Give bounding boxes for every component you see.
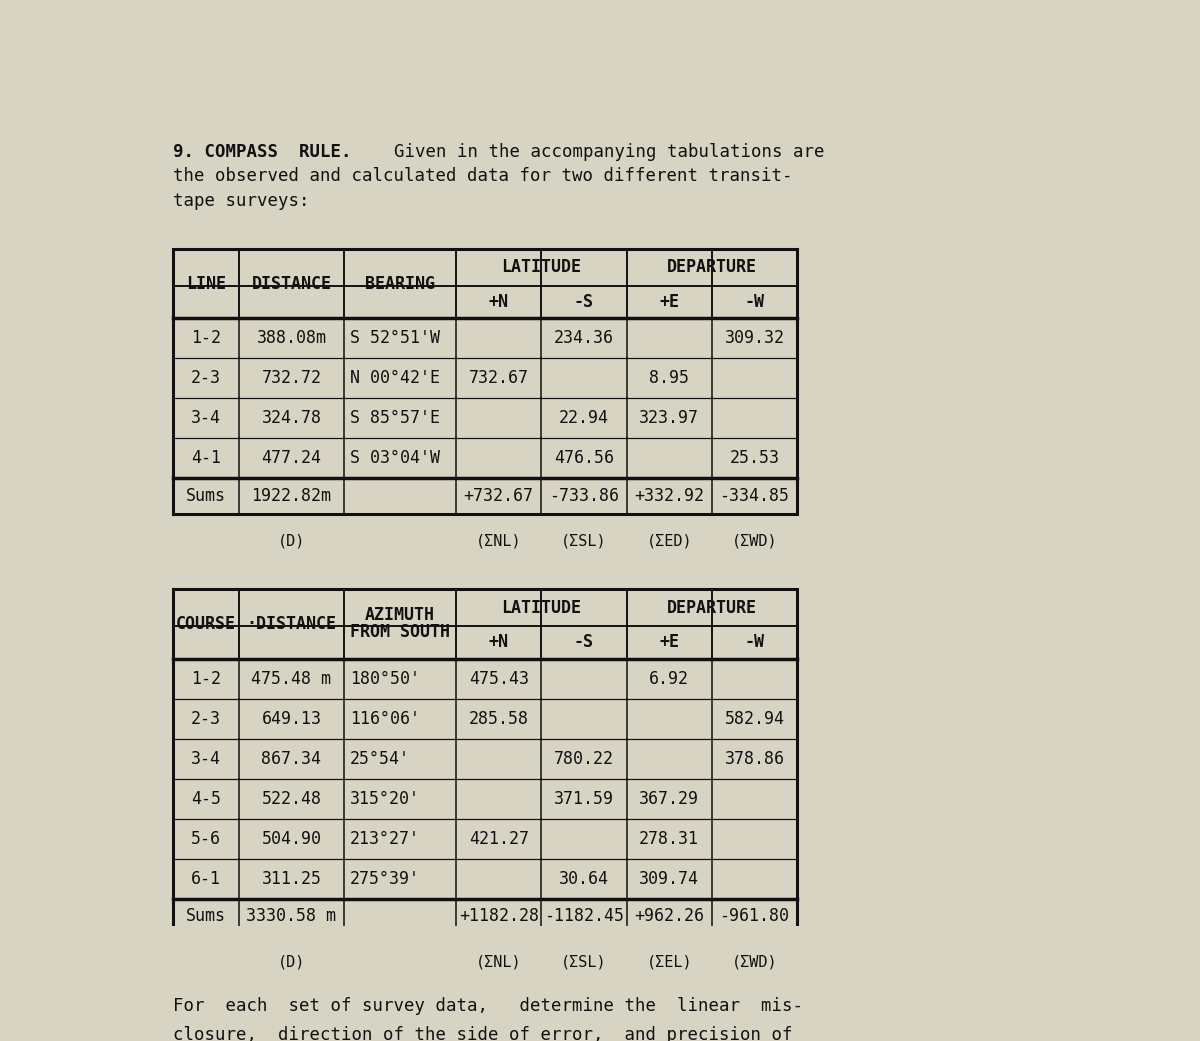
Text: 476.56: 476.56	[554, 450, 614, 467]
Text: 311.25: 311.25	[262, 869, 322, 888]
Text: LATITUDE: LATITUDE	[502, 258, 581, 276]
Text: FROM SOUTH: FROM SOUTH	[350, 624, 450, 641]
Text: 2-3: 2-3	[191, 370, 221, 387]
Text: 275°39': 275°39'	[350, 869, 420, 888]
Text: N 00°42'E: N 00°42'E	[350, 370, 440, 387]
Text: 3-4: 3-4	[191, 409, 221, 427]
Text: 582.94: 582.94	[725, 710, 785, 728]
Text: (ΣSL): (ΣSL)	[562, 534, 607, 549]
Text: 278.31: 278.31	[640, 830, 700, 847]
Text: ·DISTANCE: ·DISTANCE	[246, 615, 336, 633]
Text: 732.67: 732.67	[469, 370, 529, 387]
Text: 3330.58 m: 3330.58 m	[246, 908, 336, 925]
Text: +E: +E	[659, 633, 679, 652]
Text: -W: -W	[744, 293, 764, 311]
Text: 1-2: 1-2	[191, 669, 221, 687]
Text: 6-1: 6-1	[191, 869, 221, 888]
Text: 309.32: 309.32	[725, 329, 785, 348]
Text: 867.34: 867.34	[262, 750, 322, 767]
Text: 116°06': 116°06'	[350, 710, 420, 728]
Bar	[173, 249, 797, 514]
Text: (D): (D)	[277, 534, 305, 549]
Text: +N: +N	[488, 293, 509, 311]
Text: 30.64: 30.64	[559, 869, 610, 888]
Text: -W: -W	[744, 633, 764, 652]
Text: 180°50': 180°50'	[350, 669, 420, 687]
Text: -1182.45: -1182.45	[544, 908, 624, 925]
Text: 388.08m: 388.08m	[257, 329, 326, 348]
Text: 475.43: 475.43	[469, 669, 529, 687]
Text: (ΣED): (ΣED)	[647, 534, 692, 549]
Text: 315°20': 315°20'	[350, 790, 420, 808]
Text: 8.95: 8.95	[649, 370, 689, 387]
Text: Sums: Sums	[186, 908, 226, 925]
Text: 22.94: 22.94	[559, 409, 610, 427]
Text: 1-2: 1-2	[191, 329, 221, 348]
Text: +1182.28: +1182.28	[458, 908, 539, 925]
Text: -733.86: -733.86	[550, 487, 619, 505]
Text: (ΣSL): (ΣSL)	[562, 955, 607, 969]
Text: 323.97: 323.97	[640, 409, 700, 427]
Bar	[173, 589, 797, 934]
Text: BEARING: BEARING	[365, 275, 434, 293]
Text: (ΣEL): (ΣEL)	[647, 955, 692, 969]
Text: 421.27: 421.27	[469, 830, 529, 847]
Text: 3-4: 3-4	[191, 750, 221, 767]
Text: 324.78: 324.78	[262, 409, 322, 427]
Text: +332.92: +332.92	[635, 487, 704, 505]
Text: 371.59: 371.59	[554, 790, 614, 808]
Text: the observed and calculated data for two different transit-: the observed and calculated data for two…	[173, 168, 793, 185]
Text: closure,  direction of the side of error,  and precision of: closure, direction of the side of error,…	[173, 1025, 793, 1041]
Text: +962.26: +962.26	[635, 908, 704, 925]
Text: COURSE: COURSE	[176, 615, 236, 633]
Text: tape surveys:: tape surveys:	[173, 192, 310, 210]
Text: 285.58: 285.58	[469, 710, 529, 728]
Text: 367.29: 367.29	[640, 790, 700, 808]
Text: For  each  set of survey data,   determine the  linear  mis-: For each set of survey data, determine t…	[173, 996, 803, 1015]
Text: Given in the accompanying tabulations are: Given in the accompanying tabulations ar…	[373, 143, 824, 160]
Text: AZIMUTH: AZIMUTH	[365, 607, 434, 625]
Text: 504.90: 504.90	[262, 830, 322, 847]
Text: 649.13: 649.13	[262, 710, 322, 728]
Text: S 03°04'W: S 03°04'W	[350, 450, 440, 467]
Text: 25.53: 25.53	[730, 450, 780, 467]
Text: S 52°51'W: S 52°51'W	[350, 329, 440, 348]
Text: 477.24: 477.24	[262, 450, 322, 467]
Text: (ΣNL): (ΣNL)	[476, 955, 522, 969]
Text: 732.72: 732.72	[262, 370, 322, 387]
Text: DEPARTURE: DEPARTURE	[667, 258, 757, 276]
Text: +N: +N	[488, 633, 509, 652]
Text: Sums: Sums	[186, 487, 226, 505]
Text: 213°27': 213°27'	[350, 830, 420, 847]
Text: LINE: LINE	[186, 275, 226, 293]
Text: S 85°57'E: S 85°57'E	[350, 409, 440, 427]
Text: (D): (D)	[277, 955, 305, 969]
Text: -S: -S	[574, 633, 594, 652]
Text: 378.86: 378.86	[725, 750, 785, 767]
Text: DEPARTURE: DEPARTURE	[667, 599, 757, 616]
Text: 9. COMPASS  RULE.: 9. COMPASS RULE.	[173, 143, 352, 160]
Text: 6.92: 6.92	[649, 669, 689, 687]
Text: 780.22: 780.22	[554, 750, 614, 767]
Text: 234.36: 234.36	[554, 329, 614, 348]
Text: LATITUDE: LATITUDE	[502, 599, 581, 616]
Text: +732.67: +732.67	[463, 487, 534, 505]
Text: 1922.82m: 1922.82m	[252, 487, 331, 505]
Text: 4-1: 4-1	[191, 450, 221, 467]
Text: 475.48 m: 475.48 m	[252, 669, 331, 687]
Text: -S: -S	[574, 293, 594, 311]
Text: 5-6: 5-6	[191, 830, 221, 847]
Text: (ΣWD): (ΣWD)	[732, 534, 778, 549]
Text: 25°54': 25°54'	[350, 750, 410, 767]
Text: +E: +E	[659, 293, 679, 311]
Text: DISTANCE: DISTANCE	[252, 275, 331, 293]
Text: 309.74: 309.74	[640, 869, 700, 888]
Text: -961.80: -961.80	[720, 908, 790, 925]
Text: 4-5: 4-5	[191, 790, 221, 808]
Text: (ΣWD): (ΣWD)	[732, 955, 778, 969]
Text: -334.85: -334.85	[720, 487, 790, 505]
Text: 522.48: 522.48	[262, 790, 322, 808]
Text: (ΣNL): (ΣNL)	[476, 534, 522, 549]
Text: 2-3: 2-3	[191, 710, 221, 728]
